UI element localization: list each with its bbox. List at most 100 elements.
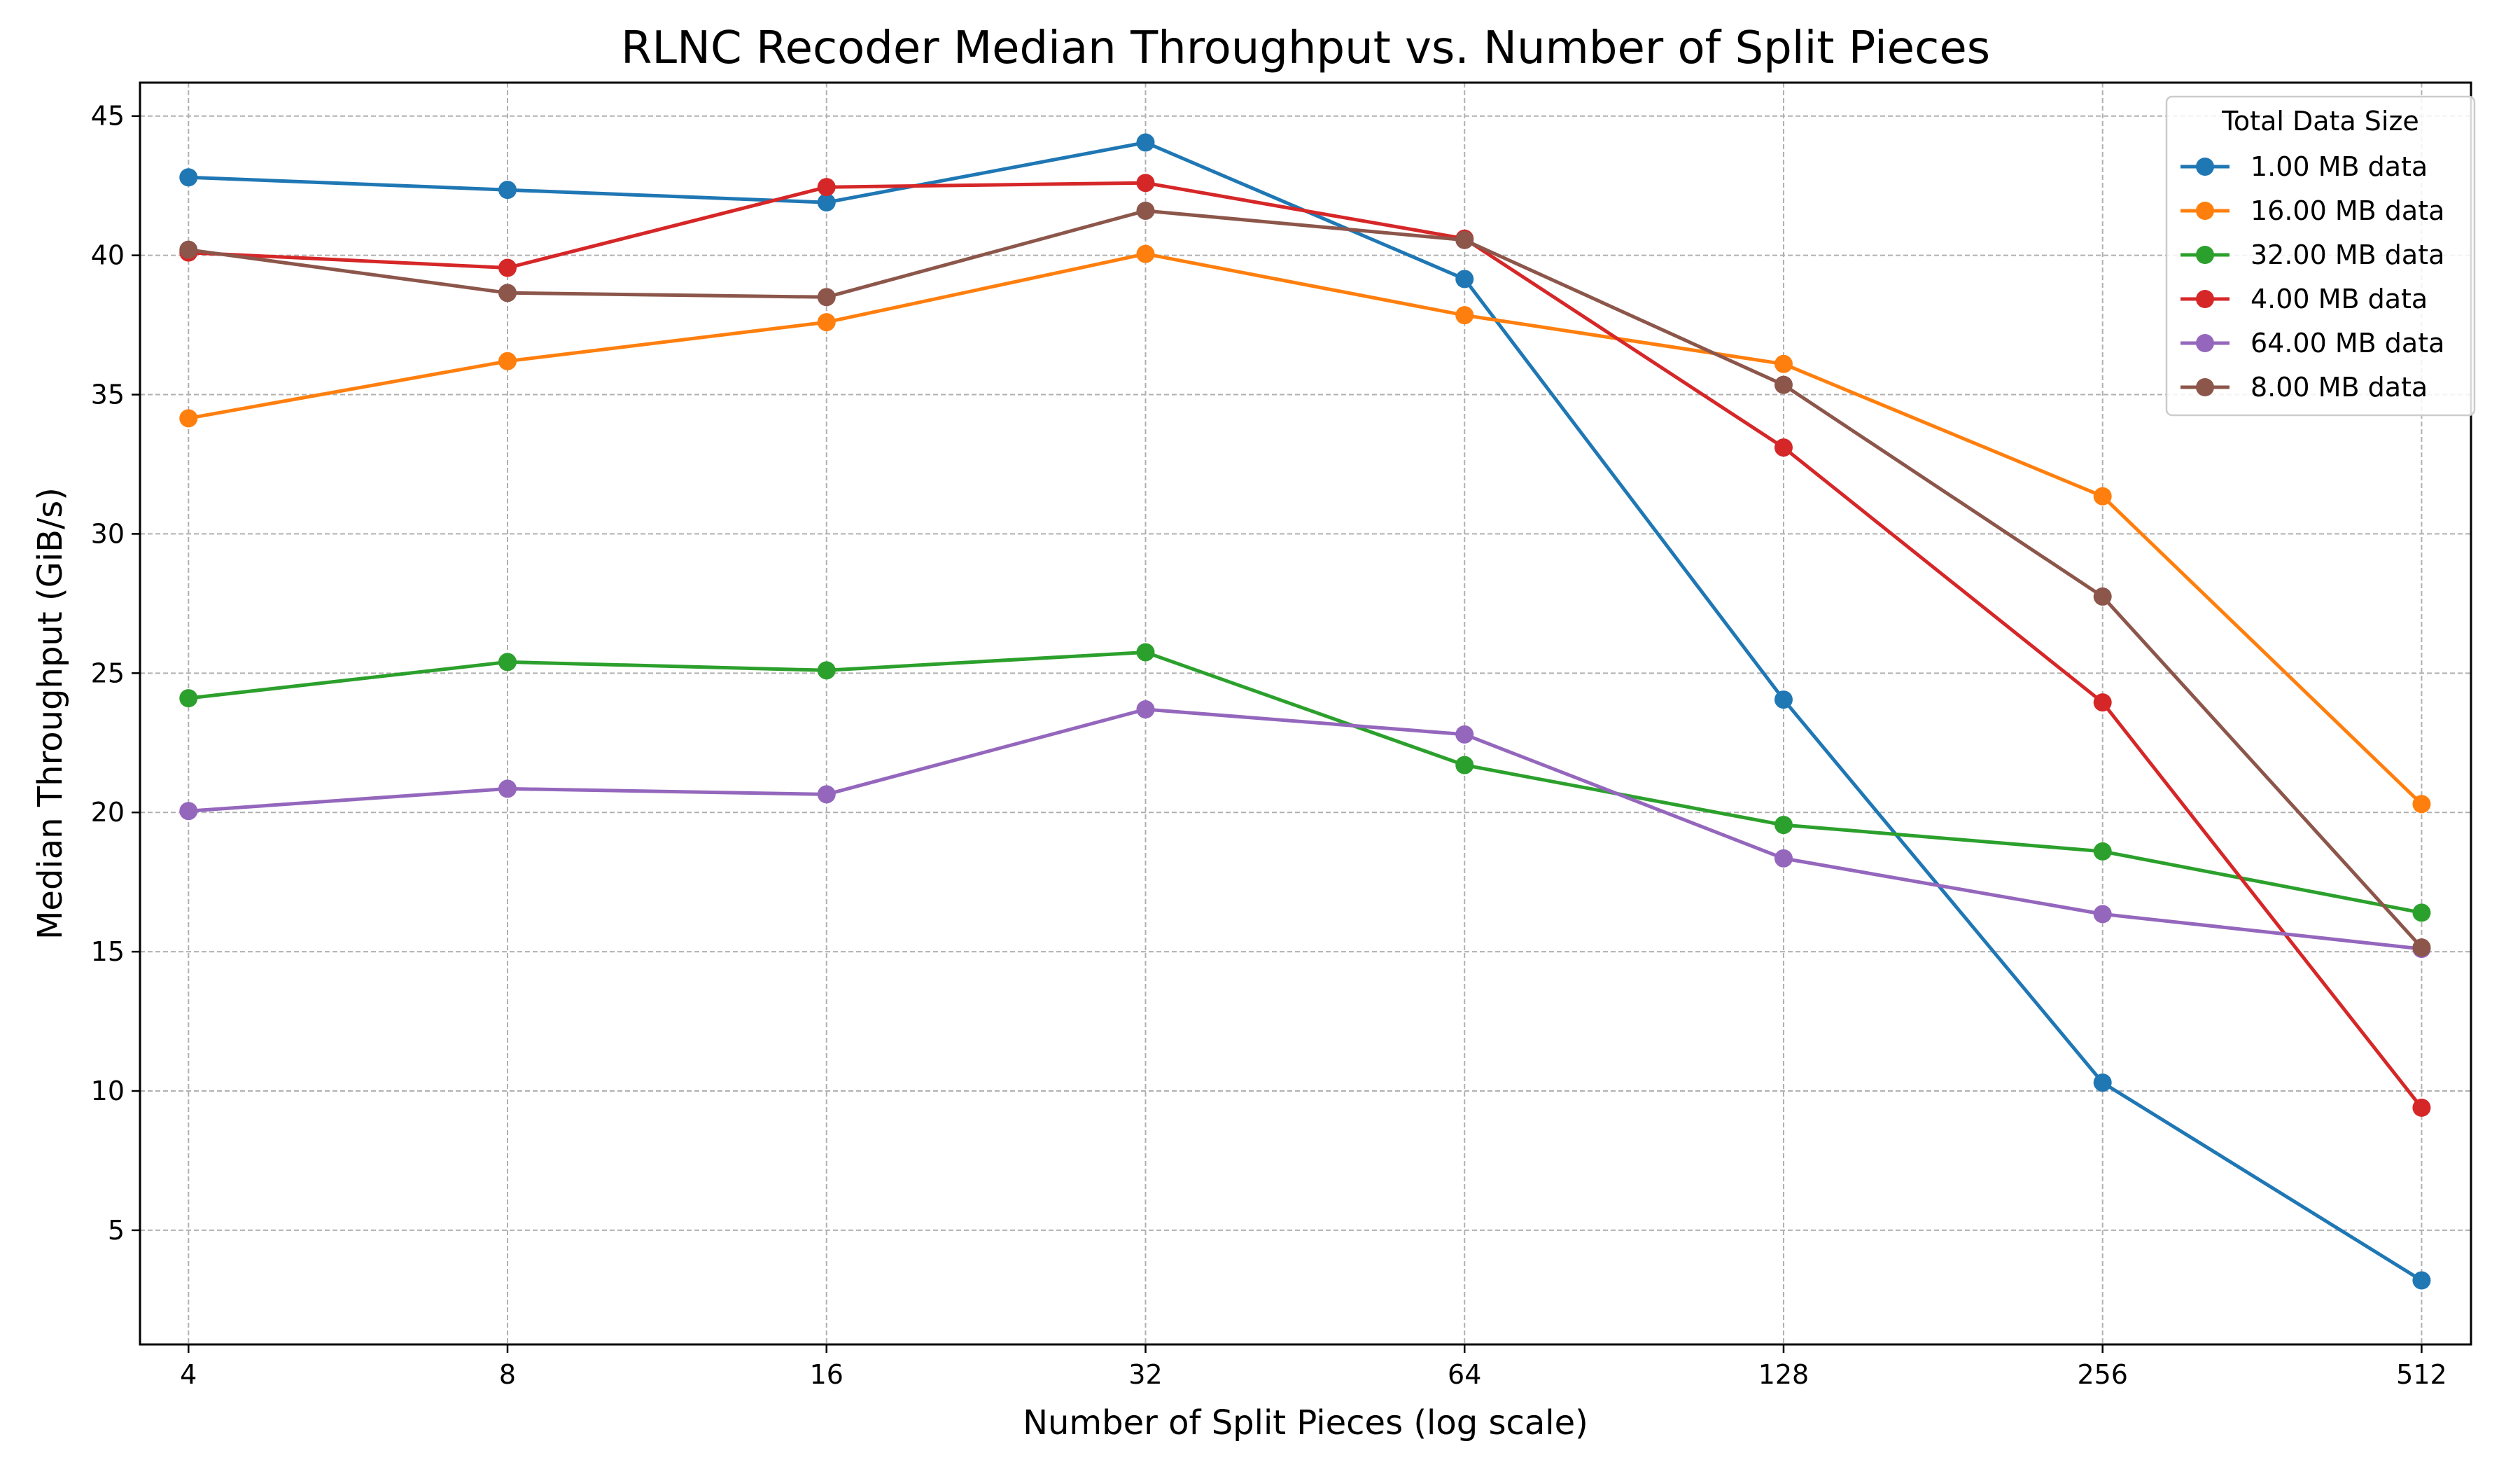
x-tick-label: 8: [499, 1359, 516, 1390]
legend-label: 64.00 MB data: [2250, 328, 2444, 359]
series-line: [186, 181, 2423, 1110]
legend-box: [2165, 95, 2476, 417]
legend-entry: 4.00 MB data: [2180, 284, 2428, 314]
legend-marker: [2196, 290, 2214, 308]
data-point: [498, 653, 517, 672]
x-tick-label: 512: [2396, 1359, 2447, 1390]
legend-marker: [2196, 334, 2214, 352]
data-point: [179, 168, 198, 187]
y-tick-label: 45: [91, 101, 125, 132]
data-point: [1774, 375, 1793, 394]
y-tick-label: 25: [91, 658, 125, 688]
data-point: [2093, 693, 2112, 712]
y-tick-label: 40: [91, 240, 125, 271]
data-point: [1455, 230, 1474, 249]
data-point: [1136, 700, 1155, 719]
legend-entry: 1.00 MB data: [2180, 151, 2428, 182]
data-point: [817, 785, 836, 804]
y-tick-label: 10: [91, 1076, 125, 1106]
x-tick-label: 16: [810, 1359, 844, 1390]
series-line: [186, 209, 2423, 950]
data-point: [1136, 133, 1155, 152]
series-1: [179, 244, 2431, 814]
y-tick-label: 5: [108, 1215, 125, 1246]
data-point: [1455, 725, 1474, 744]
plot-frame: [139, 81, 2472, 1346]
legend-label: 1.00 MB data: [2250, 151, 2428, 182]
legend-marker: [2196, 378, 2214, 396]
data-point: [2412, 903, 2431, 922]
x-tick-label: 128: [1758, 1359, 1809, 1390]
legend-entry: 16.00 MB data: [2180, 195, 2444, 226]
legend-entry: 32.00 MB data: [2180, 239, 2444, 270]
x-tick-label: 4: [180, 1359, 197, 1390]
legend-entries: 1.00 MB data 16.00 MB data 32.00 MB data 4.…: [2180, 151, 2444, 403]
data-point: [1455, 270, 1474, 288]
y-tick-label: 35: [91, 380, 125, 410]
series-2: [179, 643, 2431, 922]
legend-entry: 64.00 MB data: [2180, 328, 2444, 359]
series-line: [186, 707, 2423, 951]
data-point: [2093, 905, 2112, 924]
legend-label: 16.00 MB data: [2250, 195, 2444, 226]
data-point: [498, 181, 517, 200]
data-point: [498, 284, 517, 303]
data-point: [2412, 938, 2431, 957]
axis-ticks: 4 8 16 32 64 128 256 512 5 10 15 20 25 30 35 40 45: [91, 101, 2447, 1390]
data-point: [2093, 842, 2112, 861]
legend: Total Data Size 1.00 MB data 16.00 MB dat…: [2165, 95, 2476, 417]
data-point: [498, 779, 517, 798]
y-tick-label: 30: [91, 518, 125, 549]
data-point: [1455, 306, 1474, 325]
grid: [140, 83, 2471, 1344]
series-line: [186, 252, 2423, 806]
x-tick-label: 256: [2077, 1359, 2128, 1390]
data-point: [1136, 201, 1155, 220]
data-point: [498, 352, 517, 370]
data-point: [1774, 849, 1793, 868]
data-point: [1455, 756, 1474, 774]
legend-marker: [2196, 202, 2214, 220]
data-point: [1136, 174, 1155, 193]
data-point: [2093, 587, 2112, 606]
data-point: [179, 689, 198, 708]
data-point: [2412, 1098, 2431, 1117]
data-point: [1774, 816, 1793, 835]
data-point: [817, 193, 836, 212]
data-point: [2412, 795, 2431, 814]
x-tick-label: 64: [1448, 1359, 1481, 1390]
legend-entry: 8.00 MB data: [2180, 372, 2428, 403]
series-line: [186, 651, 2423, 915]
data-point: [817, 661, 836, 680]
x-tick-label: 32: [1128, 1359, 1162, 1390]
legend-label: 32.00 MB data: [2250, 239, 2444, 270]
data-point: [1774, 438, 1793, 457]
data-point: [2093, 487, 2112, 506]
data-point: [179, 802, 198, 821]
legend-title: Total Data Size: [2221, 106, 2419, 137]
data-point: [817, 178, 836, 197]
data-point: [1136, 643, 1155, 662]
legend-marker: [2196, 158, 2214, 176]
data-point: [1136, 244, 1155, 263]
legend-label: 8.00 MB data: [2250, 372, 2428, 403]
data-point: [817, 313, 836, 332]
chart-title: RLNC Recoder Median Throughput vs. Numbe…: [621, 22, 1990, 74]
y-axis-label: Median Throughput (GiB/s): [31, 487, 70, 940]
data-point: [2093, 1073, 2112, 1092]
data-point: [2412, 1271, 2431, 1290]
data-point: [1774, 690, 1793, 709]
y-tick-label: 15: [91, 936, 125, 967]
data-point: [498, 258, 517, 277]
series-5: [179, 201, 2431, 957]
legend-marker: [2196, 246, 2214, 264]
data-point: [179, 409, 198, 428]
data-point: [1774, 354, 1793, 373]
data-point: [817, 288, 836, 307]
legend-label: 4.00 MB data: [2250, 284, 2428, 314]
series-lines: [179, 133, 2431, 1290]
x-axis-label: Number of Split Pieces (log scale): [1023, 1403, 1588, 1442]
